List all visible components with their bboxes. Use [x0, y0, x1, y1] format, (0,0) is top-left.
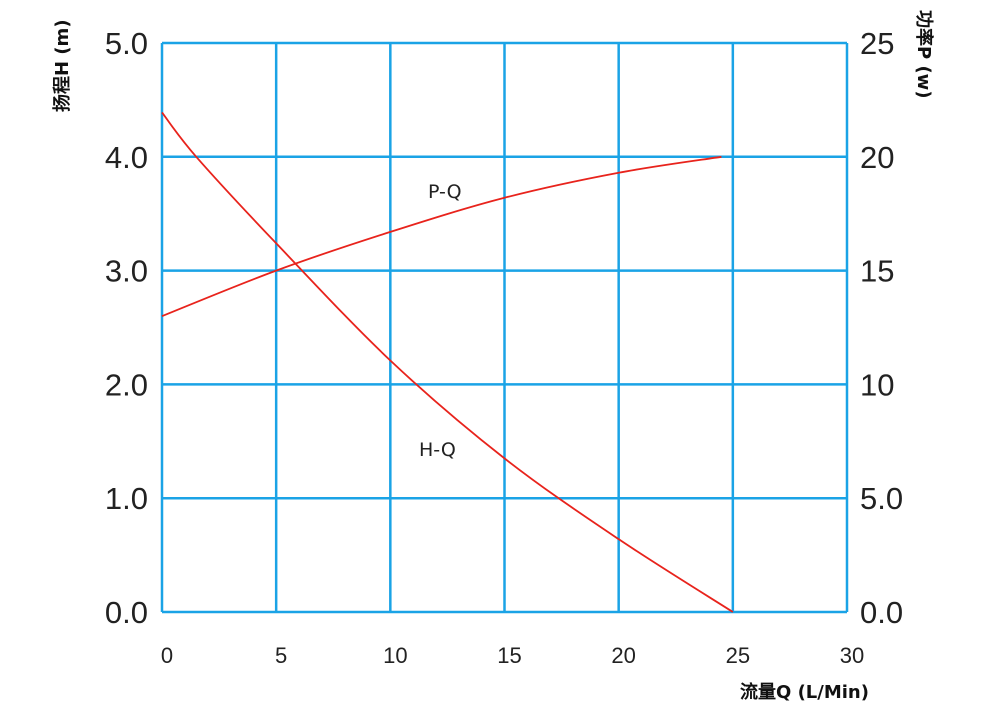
- y-right-tick-label: 10: [860, 367, 894, 402]
- curve-h-q: [161, 111, 734, 613]
- y-left-tick-label: 0.0: [105, 595, 148, 630]
- y-right-tick-label: 15: [860, 254, 894, 289]
- y-right-tick-label: 0.0: [860, 595, 903, 630]
- x-tick-label: 0: [161, 643, 173, 668]
- curve-p-q: [161, 155, 722, 317]
- grid: [160, 41, 849, 614]
- x-tick-label: 30: [840, 643, 864, 668]
- y-left-tick-label: 1.0: [105, 481, 148, 516]
- x-tick-label: 10: [383, 643, 407, 668]
- y-left-tick-label: 2.0: [105, 367, 148, 402]
- y-left-tick-label: 5.0: [105, 26, 148, 61]
- ticks: 0 5 10 15 20 25 30 0.0 0.0 1.0 5.0 2.0 10 3.0 15 4.0 20 5…: [105, 26, 903, 668]
- x-tick-label: 15: [497, 643, 521, 668]
- x-tick-label: 5: [275, 643, 287, 668]
- y-left-tick-label: 3.0: [105, 254, 148, 289]
- x-axis-title: 流量Q (L/Min): [740, 681, 869, 703]
- y-right-axis-title: 功率P (w): [913, 10, 935, 99]
- x-tick-label: 25: [726, 643, 750, 668]
- x-tick-label: 20: [611, 643, 635, 668]
- y-left-axis-title: 扬程H (m): [51, 19, 73, 112]
- y-right-tick-label: 25: [860, 26, 894, 61]
- y-right-tick-label: 20: [860, 140, 894, 175]
- series-label-p-q: P-Q: [428, 181, 462, 203]
- y-left-tick-label: 4.0: [105, 140, 148, 175]
- series-label-h-q: H-Q: [419, 439, 456, 461]
- curves: [161, 111, 734, 613]
- y-right-tick-label: 5.0: [860, 481, 903, 516]
